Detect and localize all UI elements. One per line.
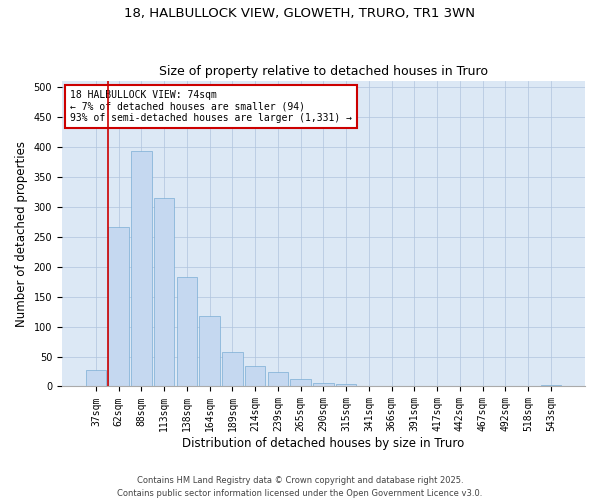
Text: 18, HALBULLOCK VIEW, GLOWETH, TRURO, TR1 3WN: 18, HALBULLOCK VIEW, GLOWETH, TRURO, TR1… bbox=[125, 8, 476, 20]
Bar bbox=[199, 316, 220, 386]
Bar bbox=[290, 378, 311, 386]
Title: Size of property relative to detached houses in Truro: Size of property relative to detached ho… bbox=[159, 66, 488, 78]
X-axis label: Distribution of detached houses by size in Truro: Distribution of detached houses by size … bbox=[182, 437, 464, 450]
Bar bbox=[222, 352, 242, 386]
Bar bbox=[131, 151, 152, 386]
Bar bbox=[176, 277, 197, 386]
Bar bbox=[86, 370, 106, 386]
Bar bbox=[268, 372, 288, 386]
Text: 18 HALBULLOCK VIEW: 74sqm
← 7% of detached houses are smaller (94)
93% of semi-d: 18 HALBULLOCK VIEW: 74sqm ← 7% of detach… bbox=[70, 90, 352, 124]
Bar bbox=[313, 383, 334, 386]
Bar bbox=[541, 384, 561, 386]
Bar bbox=[245, 366, 265, 386]
Y-axis label: Number of detached properties: Number of detached properties bbox=[15, 141, 28, 327]
Bar bbox=[336, 384, 356, 386]
Text: Contains HM Land Registry data © Crown copyright and database right 2025.
Contai: Contains HM Land Registry data © Crown c… bbox=[118, 476, 482, 498]
Bar bbox=[154, 198, 175, 386]
Bar bbox=[109, 226, 129, 386]
